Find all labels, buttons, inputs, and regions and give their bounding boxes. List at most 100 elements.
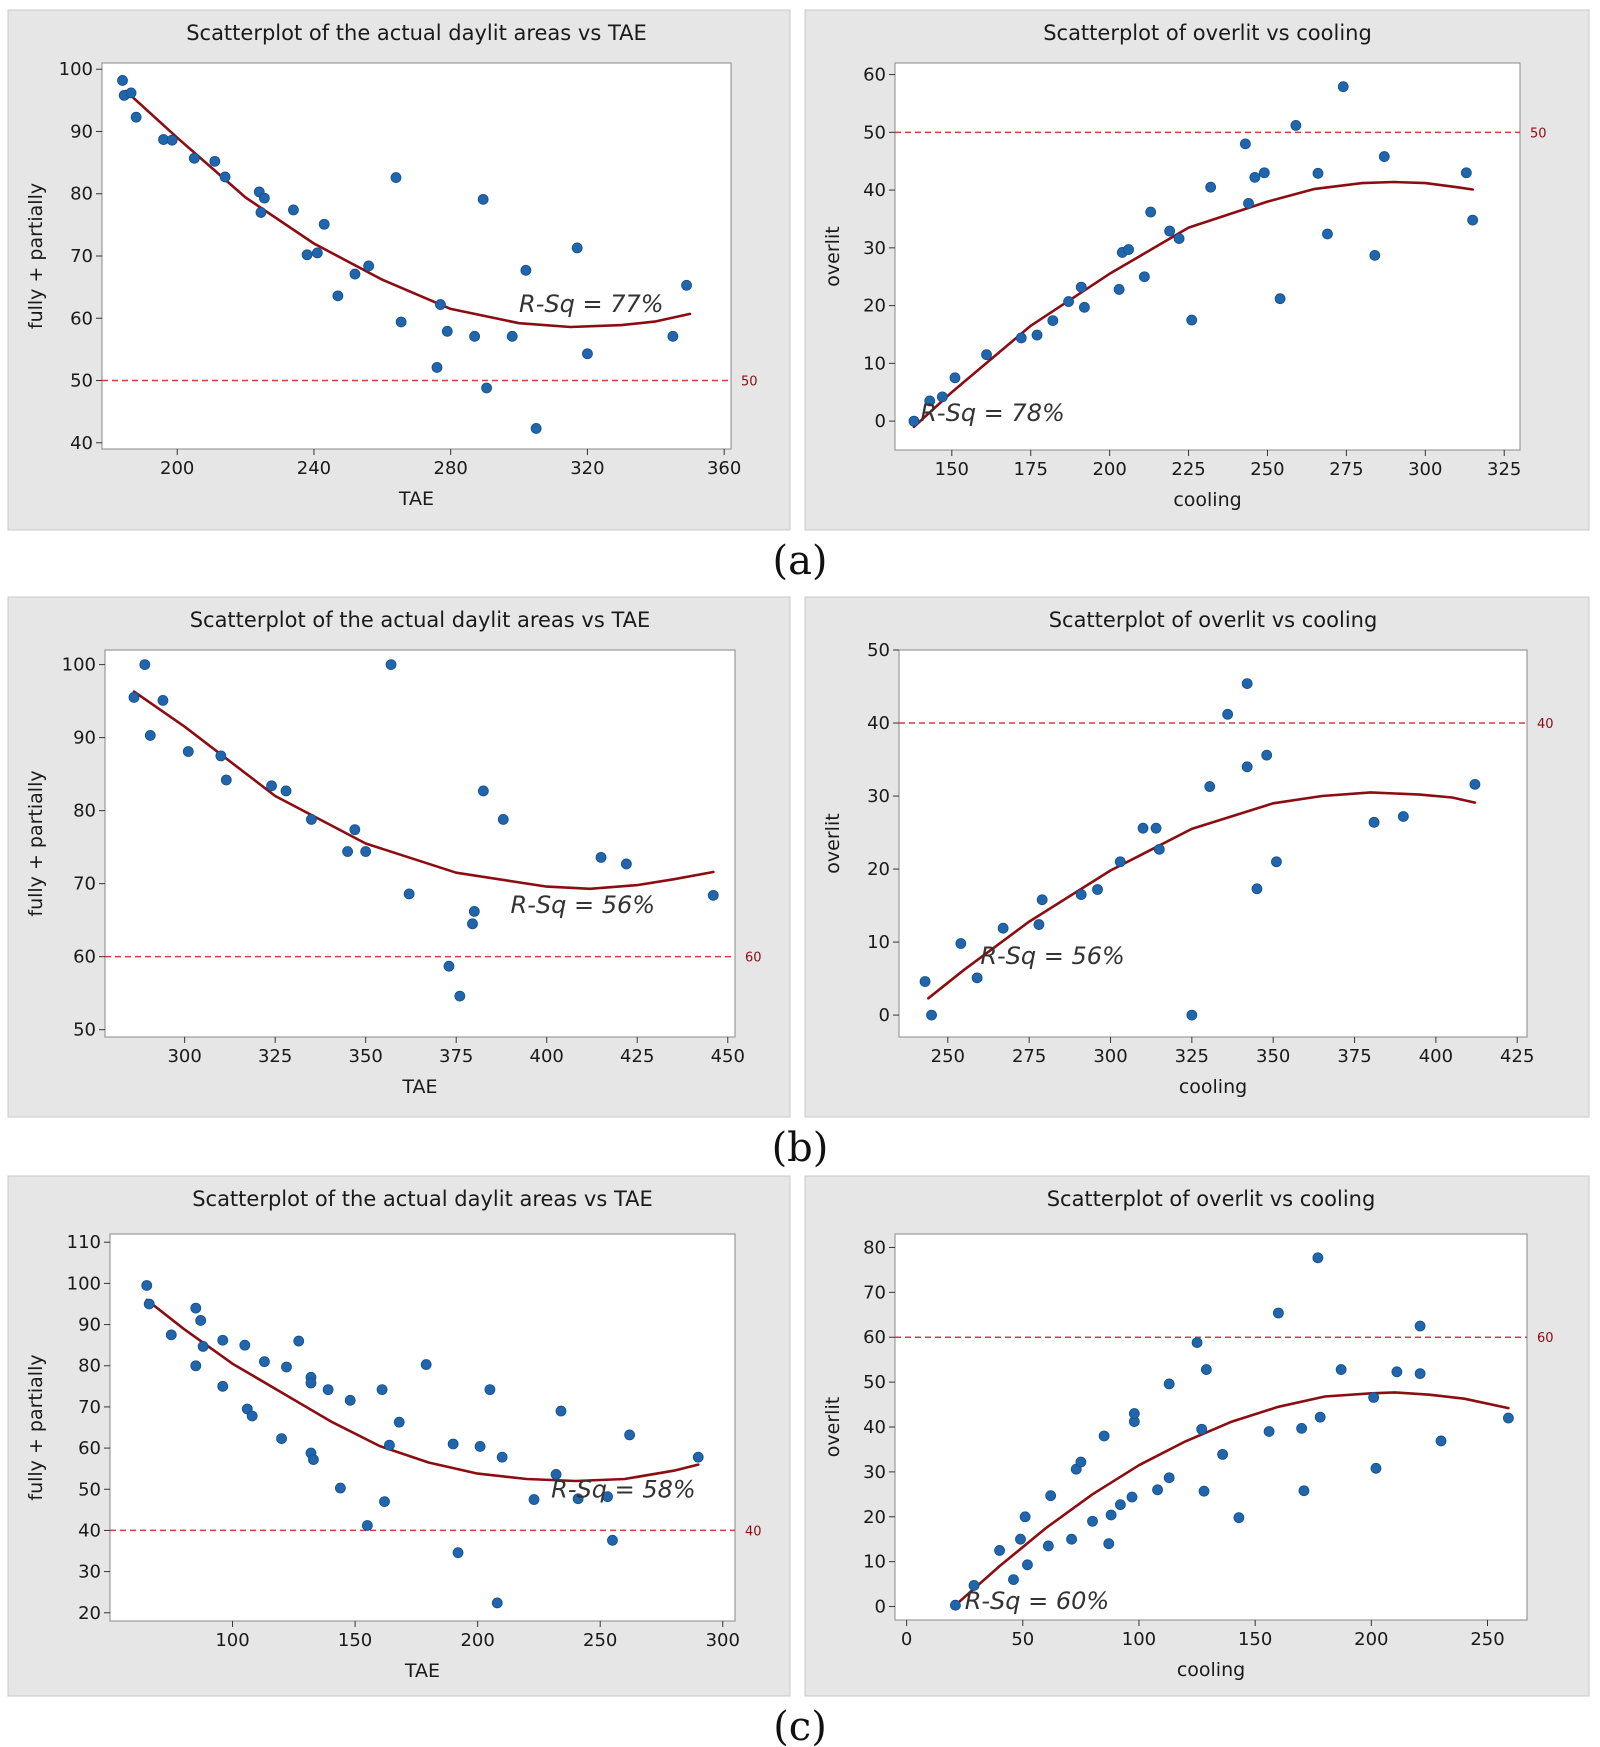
x-tick-label: 240	[297, 458, 331, 479]
x-axis-label: cooling	[1177, 1659, 1245, 1681]
data-point	[1460, 167, 1472, 179]
y-axis-label: fully + partially	[25, 1354, 47, 1500]
y-tick-label: 0	[879, 1005, 890, 1026]
data-point	[950, 1599, 961, 1611]
y-tick-label: 30	[863, 1462, 886, 1483]
data-point	[1205, 181, 1217, 193]
y-tick-label: 80	[78, 1356, 101, 1377]
data-point	[692, 1451, 704, 1463]
data-point	[1031, 329, 1043, 341]
data-point	[1261, 749, 1273, 761]
data-point	[190, 1302, 202, 1314]
data-point	[305, 1377, 317, 1389]
data-point	[1098, 1430, 1110, 1442]
data-point	[1274, 293, 1286, 305]
data-point	[435, 299, 446, 310]
data-point	[1335, 1364, 1347, 1375]
y-tick-label: 70	[78, 1397, 101, 1418]
data-point	[707, 889, 719, 901]
x-tick-label: 225	[1171, 459, 1205, 480]
x-tick-label: 300	[167, 1046, 201, 1067]
data-point	[266, 780, 277, 792]
data-point	[139, 659, 151, 671]
y-tick-label: 50	[78, 1479, 101, 1500]
data-point	[477, 193, 489, 205]
data-point	[1150, 822, 1162, 834]
y-axis-label: overlit	[822, 226, 844, 286]
data-point	[681, 279, 692, 291]
data-point	[280, 785, 292, 797]
x-tick-label: 300	[706, 1630, 740, 1651]
y-tick-label: 50	[70, 371, 93, 392]
data-point	[1092, 884, 1103, 895]
y-tick-label: 100	[67, 1273, 101, 1294]
r-squared-annotation: R-Sq = 60%	[965, 1587, 1110, 1615]
x-tick-label: 360	[707, 458, 741, 479]
data-point	[1368, 816, 1380, 828]
reference-line-label: 50	[1530, 126, 1547, 141]
data-point	[1137, 822, 1149, 834]
data-point	[1128, 1408, 1140, 1419]
data-point	[1222, 708, 1234, 720]
data-point	[182, 746, 194, 757]
data-point	[530, 423, 542, 434]
r-squared-annotation: R-Sq = 58%	[551, 1475, 696, 1503]
x-tick-label: 150	[338, 1630, 372, 1651]
chart-1: Scatterplot of the actual daylit areas v…	[7, 9, 791, 531]
x-tick-label: 275	[1329, 459, 1363, 480]
y-tick-label: 20	[78, 1603, 101, 1624]
data-point	[1042, 1540, 1054, 1552]
data-point	[496, 1451, 508, 1463]
plot-area	[104, 649, 736, 1038]
data-point	[1369, 249, 1381, 261]
y-tick-label: 80	[73, 801, 96, 822]
x-tick-label: 100	[215, 1630, 249, 1651]
x-axis-label: TAE	[404, 1660, 440, 1682]
x-tick-label: 280	[434, 458, 468, 479]
data-point	[217, 1334, 229, 1346]
data-point	[130, 111, 142, 123]
data-point	[311, 247, 323, 259]
y-tick-label: 20	[863, 1507, 886, 1528]
data-point	[349, 268, 361, 280]
x-tick-label: 275	[1012, 1046, 1046, 1067]
data-point	[1164, 225, 1176, 237]
data-point	[968, 1580, 980, 1591]
x-tick-label: 450	[711, 1046, 745, 1067]
data-point	[667, 330, 679, 342]
x-tick-label: 300	[1093, 1046, 1127, 1067]
data-point	[1271, 856, 1282, 868]
y-tick-label: 40	[863, 1417, 886, 1438]
y-tick-label: 20	[863, 296, 886, 317]
data-point	[363, 260, 375, 272]
data-point	[1075, 281, 1087, 293]
y-tick-label: 30	[863, 238, 886, 259]
data-point	[258, 192, 270, 204]
data-point	[1298, 1485, 1310, 1497]
data-point	[322, 1384, 334, 1396]
data-point	[1015, 1533, 1026, 1545]
data-point	[1204, 781, 1216, 792]
data-point	[125, 87, 137, 99]
x-tick-label: 375	[439, 1046, 473, 1067]
data-point	[288, 204, 299, 216]
data-point	[1251, 883, 1263, 895]
y-tick-label: 40	[867, 713, 890, 734]
data-point	[1114, 1499, 1126, 1511]
data-point	[1145, 206, 1157, 218]
data-point	[1241, 761, 1253, 773]
y-tick-label: 70	[73, 874, 96, 895]
data-point	[1290, 119, 1302, 131]
y-tick-label: 40	[70, 433, 93, 454]
data-point	[1337, 81, 1349, 93]
data-point	[971, 972, 983, 984]
data-point	[144, 730, 156, 741]
data-point	[1019, 1511, 1031, 1523]
data-point	[1105, 1509, 1117, 1521]
data-point	[1075, 1456, 1087, 1468]
data-point	[1414, 1368, 1426, 1379]
y-tick-label: 100	[59, 59, 93, 80]
data-point	[1022, 1559, 1033, 1571]
data-point	[1015, 332, 1027, 344]
